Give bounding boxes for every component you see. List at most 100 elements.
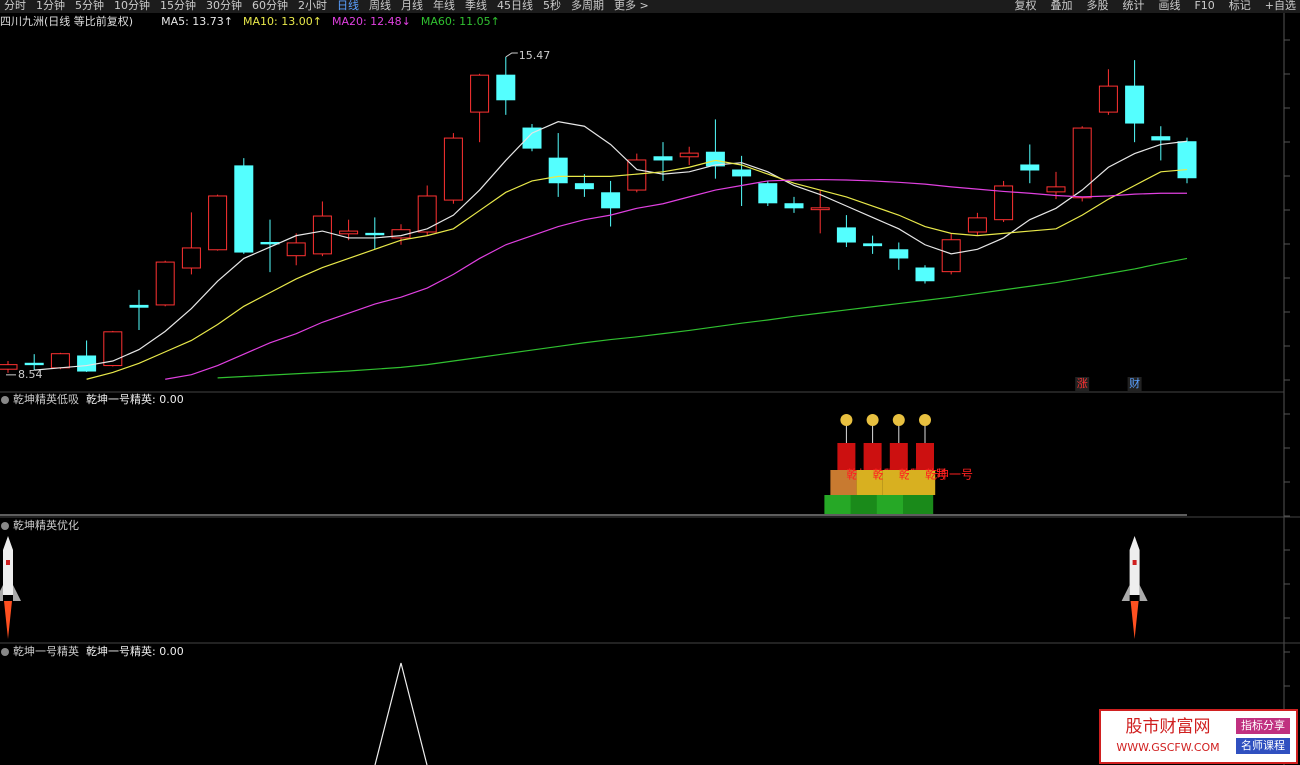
ma-line	[34, 121, 1188, 371]
tag: 指标分享	[1241, 718, 1285, 732]
candle-body	[915, 267, 935, 282]
high-label: 15.47	[519, 49, 551, 62]
coin	[892, 414, 905, 426]
candle-body	[417, 195, 437, 233]
candle-body	[50, 353, 70, 369]
marker: 涨	[1077, 377, 1088, 390]
tag-bg	[1236, 738, 1290, 754]
candle-body	[601, 192, 621, 209]
ma-line	[165, 178, 1187, 380]
low-label: 8.54	[18, 368, 43, 381]
rocket-body	[3, 536, 13, 595]
rocket-window	[1132, 560, 1137, 565]
toolbar-item[interactable]: 周线	[369, 0, 391, 12]
toolbar-item[interactable]: 日线	[337, 0, 359, 12]
candle-body	[548, 157, 568, 184]
panel-title: 乾坤精英低吸	[13, 392, 79, 406]
toolbar-item[interactable]: 标记	[1229, 0, 1251, 12]
candle-body	[994, 185, 1014, 221]
ma-label: MA60: 11.05↑	[421, 15, 500, 28]
candle-body	[24, 362, 44, 366]
candle-body	[758, 183, 778, 204]
candle-body	[1125, 85, 1145, 124]
collapse-icon	[1, 522, 9, 530]
marker-bg	[1127, 377, 1142, 391]
ma-label: MA5: 13.73↑	[161, 15, 233, 28]
tag-bg	[1236, 718, 1290, 734]
candle-body	[129, 304, 149, 308]
rocket-flame	[1130, 601, 1139, 639]
candle-body	[208, 195, 228, 251]
panel-title: 乾坤一号精英	[13, 644, 79, 658]
toolbar-item[interactable]: 画线	[1158, 0, 1180, 12]
ma-line	[86, 159, 1188, 380]
toolbar-item[interactable]: 叠加	[1050, 0, 1072, 12]
signal-top	[837, 443, 856, 470]
ma-line	[217, 257, 1188, 379]
collapse-icon	[1, 648, 9, 656]
signal-text: 乾坤一号	[925, 467, 973, 482]
candle-body	[784, 203, 804, 209]
candle-body	[967, 217, 987, 233]
toolbar-item[interactable]: 多周期	[571, 0, 604, 12]
candle-body	[443, 137, 463, 201]
toolbar-item[interactable]: 30分钟	[206, 0, 242, 12]
toolbar-item[interactable]: 5分钟	[75, 0, 104, 12]
candle-body	[889, 249, 909, 259]
signal-top	[916, 443, 934, 470]
panel-title: 乾坤精英优化	[13, 518, 79, 532]
toolbar-item[interactable]: 60分钟	[252, 0, 288, 12]
candle-body	[0, 364, 18, 370]
high-pointer	[505, 52, 518, 58]
signal-mid	[830, 470, 857, 495]
collapse-icon	[1, 396, 9, 404]
signal-mid	[856, 470, 883, 495]
tag: 名师课程	[1241, 738, 1285, 752]
candle-body	[77, 355, 97, 372]
rocket-fin	[1121, 585, 1148, 601]
candle-body	[863, 243, 883, 247]
signal-top	[863, 443, 882, 470]
ma-label: MA10: 13.00↑	[243, 15, 322, 28]
toolbar-item[interactable]: 2小时	[298, 0, 327, 12]
toolbar-item[interactable]: 5秒	[543, 0, 561, 12]
panel-value: 乾坤一号精英: 0.00	[86, 392, 184, 406]
candle-body	[339, 230, 359, 235]
candle-body	[1177, 141, 1197, 179]
signal-top	[889, 443, 908, 470]
toolbar-item[interactable]: 45日线	[497, 0, 533, 12]
marker: 财	[1129, 376, 1140, 390]
candle-body	[496, 74, 516, 101]
toolbar-item[interactable]: 多股	[1086, 0, 1108, 12]
candle-body	[705, 151, 725, 167]
toolbar-item[interactable]: 10分钟	[114, 0, 150, 12]
candle-body	[522, 127, 542, 149]
watermark: 股市财富网 WWW.GSCFW.COM 指标分享 名师课程	[1099, 709, 1298, 764]
rocket	[1121, 536, 1148, 639]
marker-bg	[1075, 377, 1090, 391]
toolbar-item[interactable]: 更多 >	[614, 0, 649, 12]
toolbar-item[interactable]: 15分钟	[160, 0, 196, 12]
toolbar-item[interactable]: 分时	[4, 0, 26, 12]
toolbar-item[interactable]: 统计	[1122, 0, 1144, 12]
panel-value: 乾坤一号精英: 0.00	[86, 644, 184, 658]
candle-body	[1072, 127, 1092, 199]
candle-body	[653, 156, 673, 161]
rocket-body	[1129, 536, 1140, 595]
toolbar-item[interactable]: F10	[1194, 0, 1214, 12]
candle-body	[941, 239, 961, 273]
candle-body	[312, 215, 332, 255]
candle-body	[103, 331, 123, 367]
toolbar-item[interactable]: 月线	[401, 0, 423, 12]
toolbar	[0, 0, 1300, 13]
toolbar-item[interactable]: +自选	[1265, 0, 1296, 12]
signal-base	[850, 495, 881, 514]
signal-mid	[909, 470, 936, 495]
toolbar-item[interactable]: 季线	[465, 0, 487, 12]
toolbar-item[interactable]: 1分钟	[36, 0, 65, 12]
toolbar-item[interactable]: 年线	[433, 0, 455, 12]
rocket-fin	[0, 585, 21, 601]
toolbar-item[interactable]: 复权	[1014, 0, 1036, 12]
rocket-flame	[4, 601, 12, 639]
